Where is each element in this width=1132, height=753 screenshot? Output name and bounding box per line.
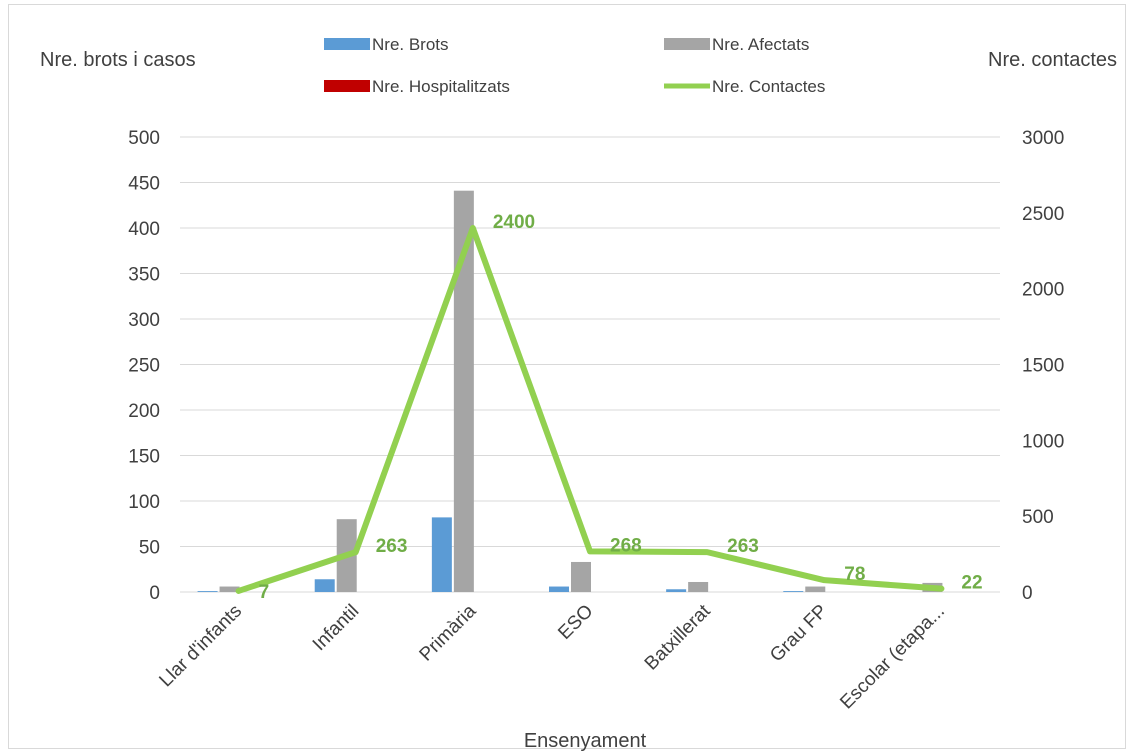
right-tick-label: 2000 xyxy=(1022,280,1064,301)
category-label: Primària xyxy=(416,600,481,665)
bar-nre-afectats xyxy=(453,190,474,592)
bar-nre-brots xyxy=(783,591,804,592)
left-axis-ticks: 0 50 100 150 200 250 300 350 400 450 500 xyxy=(128,128,160,604)
bar-nre-afectats xyxy=(219,586,240,592)
right-tick-label: 3000 xyxy=(1022,128,1064,149)
right-axis-title: Nre. contactes xyxy=(988,49,1117,71)
legend-swatch xyxy=(324,38,370,50)
category-label: Batxillerat xyxy=(641,600,715,674)
legend-label: Nre. Afectats xyxy=(712,35,809,54)
left-tick-label: 450 xyxy=(128,174,160,195)
x-axis-title: Ensenyament xyxy=(524,730,647,752)
gridlines xyxy=(180,136,1000,593)
chart-frame xyxy=(8,4,1126,749)
contactes-data-label: 263 xyxy=(376,536,408,557)
category-label: Escolar (etapa... xyxy=(836,601,949,714)
bar-nre-brots xyxy=(431,517,452,592)
left-tick-label: 150 xyxy=(128,447,160,468)
legend-swatch xyxy=(664,38,710,50)
left-tick-label: 50 xyxy=(139,538,160,559)
category-label: Llar d'infants xyxy=(155,601,246,692)
contactes-data-label: 268 xyxy=(610,535,642,556)
bar-nre-afectats xyxy=(688,581,709,592)
category-label: Infantil xyxy=(309,601,363,655)
bar-series xyxy=(197,190,943,592)
legend-label: Nre. Contactes xyxy=(712,77,825,96)
line-data-labels: 7 263 2400 268 263 78 22 xyxy=(259,212,983,603)
category-label: ESO xyxy=(554,601,597,644)
legend-label: Nre. Hospitalitzats xyxy=(372,77,510,96)
right-tick-label: 1500 xyxy=(1022,356,1064,377)
left-tick-label: 350 xyxy=(128,265,160,286)
left-tick-label: 400 xyxy=(128,219,160,240)
contactes-data-label: 7 xyxy=(259,582,270,603)
right-tick-label: 0 xyxy=(1022,583,1033,604)
contactes-data-label: 78 xyxy=(844,564,865,585)
right-tick-label: 1000 xyxy=(1022,431,1064,452)
left-tick-label: 250 xyxy=(128,356,160,377)
bar-nre-afectats xyxy=(571,561,591,592)
bar-nre-brots xyxy=(666,589,687,592)
contactes-data-label: 22 xyxy=(961,573,982,594)
category-label: Grau FP xyxy=(766,601,832,667)
x-axis-category-labels: Llar d'infants Infantil Primària ESO Batxill… xyxy=(155,600,948,713)
legend: Nre. Brots Nre. Afectats Nre. Hospitalitza… xyxy=(324,35,825,96)
legend-label: Nre. Brots xyxy=(372,35,449,54)
bar-nre-brots xyxy=(314,579,335,592)
contactes-data-label: 2400 xyxy=(493,212,535,233)
bar-nre-brots xyxy=(549,586,569,592)
left-tick-label: 300 xyxy=(128,310,160,331)
left-axis-title: Nre. brots i casos xyxy=(40,49,196,71)
contactes-data-label: 263 xyxy=(727,536,759,557)
line-series xyxy=(235,225,945,594)
right-tick-label: 500 xyxy=(1022,507,1054,528)
bar-nre-brots xyxy=(197,591,218,592)
left-tick-label: 0 xyxy=(149,583,160,604)
right-axis-ticks: 0 500 1000 1500 2000 2500 3000 xyxy=(1022,128,1064,604)
right-tick-label: 2500 xyxy=(1022,204,1064,225)
left-tick-label: 500 xyxy=(128,128,160,149)
bar-nre-afectats xyxy=(805,586,826,592)
legend-swatch xyxy=(324,80,370,92)
left-tick-label: 100 xyxy=(128,492,160,513)
left-tick-label: 200 xyxy=(128,401,160,422)
